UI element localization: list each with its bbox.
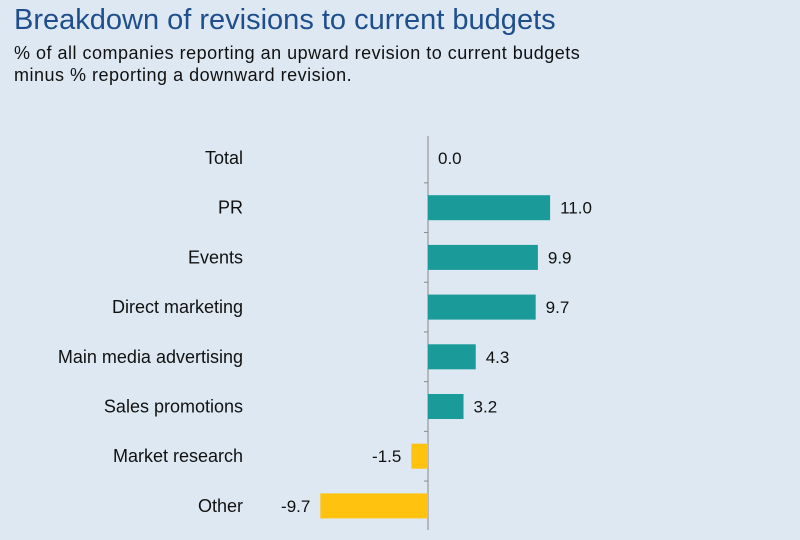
- bar: [320, 493, 428, 519]
- category-label: Market research: [113, 446, 243, 466]
- category-label: Events: [188, 247, 243, 267]
- data-label: 0.0: [438, 149, 462, 168]
- category-label: Other: [198, 496, 243, 516]
- data-label: 11.0: [560, 199, 592, 218]
- data-label: -9.7: [281, 497, 310, 516]
- bar: [428, 344, 476, 370]
- category-label: Total: [205, 148, 243, 168]
- category-label: Direct marketing: [112, 297, 243, 317]
- category-label: Sales promotions: [104, 397, 243, 417]
- bar: [428, 195, 551, 221]
- bar: [428, 244, 538, 270]
- data-label: -1.5: [372, 447, 401, 466]
- bar: [428, 294, 536, 320]
- chart-subtitle: % of all companies reporting an upward r…: [14, 43, 581, 85]
- chart-title: Breakdown of revisions to current budget…: [14, 4, 556, 36]
- bar: [428, 394, 464, 419]
- bar: [411, 443, 428, 469]
- data-label: 4.3: [486, 348, 510, 367]
- category-label: PR: [218, 198, 243, 218]
- data-label: 9.7: [546, 298, 570, 317]
- category-label: Main media advertising: [58, 347, 243, 367]
- data-label: 3.2: [474, 398, 498, 417]
- data-label: 9.9: [548, 248, 572, 267]
